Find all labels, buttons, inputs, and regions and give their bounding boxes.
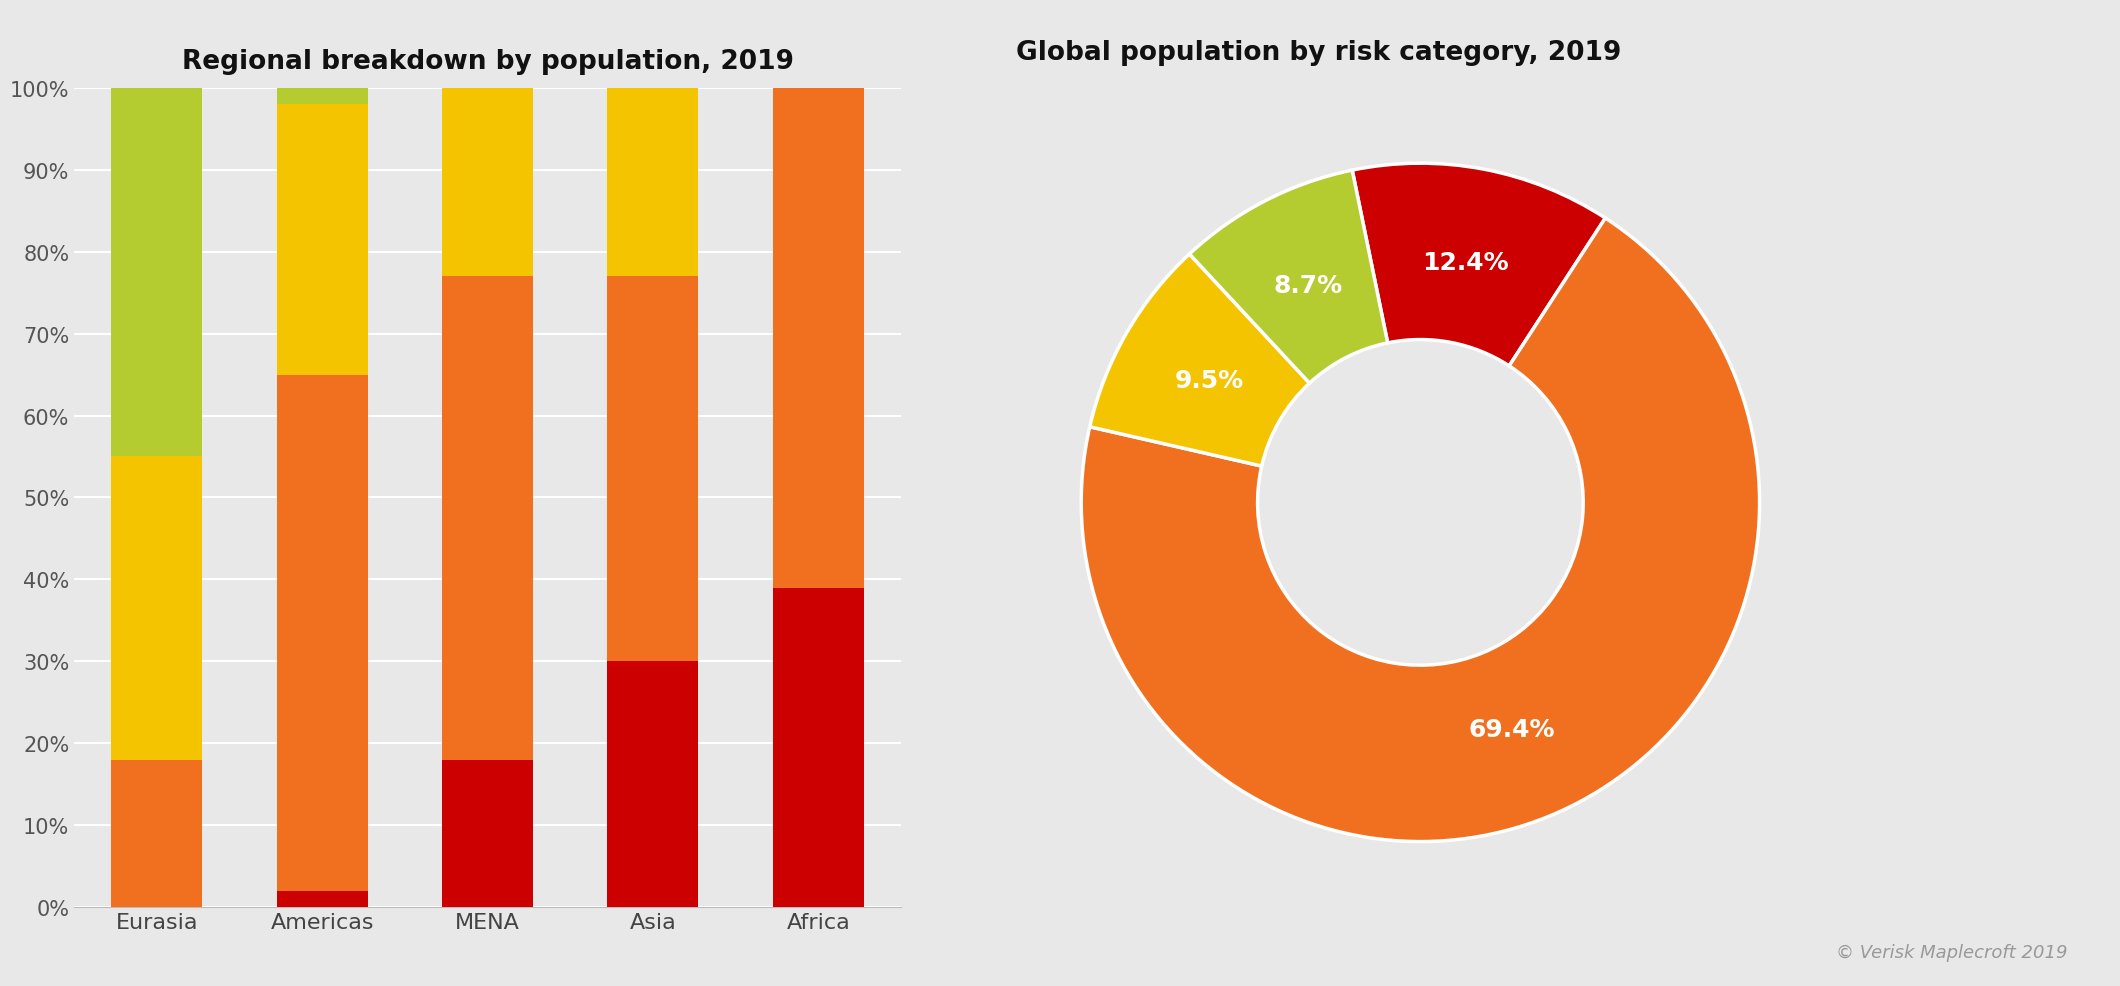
Bar [608, 89, 697, 277]
Wedge shape [1353, 164, 1605, 367]
Bar [112, 458, 201, 760]
Bar [278, 106, 367, 376]
Bar [774, 89, 863, 588]
Text: 69.4%: 69.4% [1469, 717, 1556, 741]
Bar [112, 89, 201, 458]
Text: 12.4%: 12.4% [1423, 251, 1509, 275]
Text: 8.7%: 8.7% [1274, 274, 1344, 298]
Bar [608, 662, 697, 907]
Wedge shape [1189, 171, 1389, 384]
Bar [443, 760, 532, 907]
Bar [278, 376, 367, 890]
Title: Global population by risk category, 2019: Global population by risk category, 2019 [1015, 39, 1622, 66]
Wedge shape [1090, 254, 1310, 466]
Bar [112, 760, 201, 907]
Bar [608, 277, 697, 662]
Bar [278, 890, 367, 907]
Wedge shape [1081, 219, 1760, 842]
Bar [278, 89, 367, 106]
Bar [443, 277, 532, 760]
Text: 9.5%: 9.5% [1174, 369, 1244, 393]
Text: © Verisk Maplecroft 2019: © Verisk Maplecroft 2019 [1836, 944, 2067, 961]
Bar [774, 588, 863, 907]
Title: Regional breakdown by population, 2019: Regional breakdown by population, 2019 [182, 49, 793, 75]
Bar [443, 89, 532, 277]
